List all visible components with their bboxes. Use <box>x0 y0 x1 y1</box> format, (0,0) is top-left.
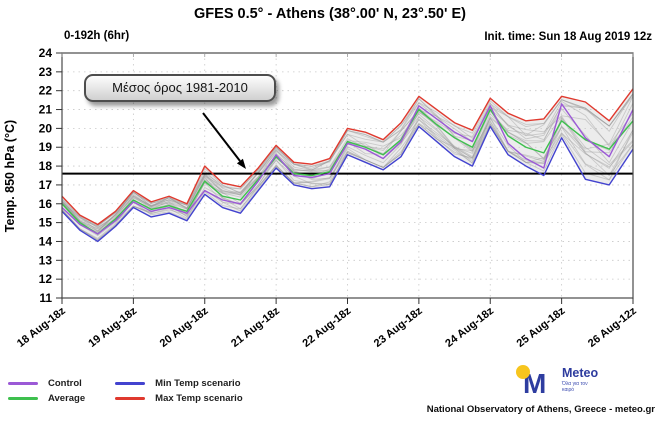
chart-title: GFES 0.5° - Athens (38°.00' N, 23°.50' E… <box>194 6 466 22</box>
svg-text:12: 12 <box>39 272 53 286</box>
svg-text:21: 21 <box>39 103 53 117</box>
control-line-swatch <box>8 381 38 385</box>
min-temp-line-swatch <box>115 381 146 385</box>
legend-label: Control <box>48 377 82 389</box>
svg-text:14: 14 <box>39 234 53 248</box>
svg-text:18: 18 <box>39 159 53 173</box>
meteo-logo: M Meteo Όλα για τον καιρό <box>514 362 598 398</box>
svg-text:21 Aug-18z: 21 Aug-18z <box>229 305 282 350</box>
svg-text:19: 19 <box>39 140 53 154</box>
svg-text:17: 17 <box>39 178 53 192</box>
svg-text:16: 16 <box>39 197 53 211</box>
climatology-callout: Μέσος όρος 1981-2010 <box>84 74 276 102</box>
legend-label: Max Temp scenario <box>155 392 243 404</box>
svg-text:19 Aug-18z: 19 Aug-18z <box>86 305 139 350</box>
svg-text:24 Aug-18z: 24 Aug-18z <box>443 305 496 350</box>
legend-item-average: Average <box>8 392 86 404</box>
logo-text-block: Meteo Όλα για τον καιρό <box>562 367 598 393</box>
legend-label: Min Temp scenario <box>155 377 241 389</box>
credit-text: National Observatory of Athens, Greece -… <box>426 404 655 415</box>
svg-text:24: 24 <box>39 46 53 60</box>
legend-item-max-temp: Max Temp scenario <box>115 392 243 404</box>
svg-text:22 Aug-18z: 22 Aug-18z <box>301 305 354 350</box>
svg-text:20 Aug-18z: 20 Aug-18z <box>158 305 211 350</box>
init-time-label: Init. time: Sun 18 Aug 2019 12z <box>484 31 652 43</box>
svg-text:26 Aug-12z: 26 Aug-12z <box>586 305 639 350</box>
forecast-range-label: 0-192h (6hr) <box>64 30 130 42</box>
meteo-logo-icon: M <box>516 365 546 398</box>
average-line-swatch <box>8 396 38 400</box>
svg-text:20: 20 <box>39 121 53 135</box>
svg-text:25 Aug-18z: 25 Aug-18z <box>515 305 568 350</box>
svg-text:23 Aug-18z: 23 Aug-18z <box>372 305 425 350</box>
logo-wordmark: Meteo <box>562 366 599 380</box>
legend-column-left: Control Average <box>8 377 86 404</box>
svg-text:18 Aug-18z: 18 Aug-18z <box>15 305 68 350</box>
legend-item-control: Control <box>8 377 85 389</box>
svg-text:15: 15 <box>39 216 53 230</box>
svg-text:22: 22 <box>39 84 53 98</box>
legend-column-right: Min Temp scenario Max Temp scenario <box>115 377 243 404</box>
svg-text:13: 13 <box>39 253 53 267</box>
legend-label: Average <box>48 392 86 404</box>
svg-text:Temp. 850 hPa (°C): Temp. 850 hPa (°C) <box>3 120 17 232</box>
chart-legend: Control Average Min Temp scenario Max Te… <box>8 377 243 404</box>
svg-text:11: 11 <box>39 291 52 305</box>
svg-text:23: 23 <box>39 65 53 79</box>
max-temp-line-swatch <box>115 396 146 400</box>
legend-item-min-temp: Min Temp scenario <box>115 377 242 389</box>
logo-tagline: Όλα για τον καιρό <box>562 381 588 393</box>
